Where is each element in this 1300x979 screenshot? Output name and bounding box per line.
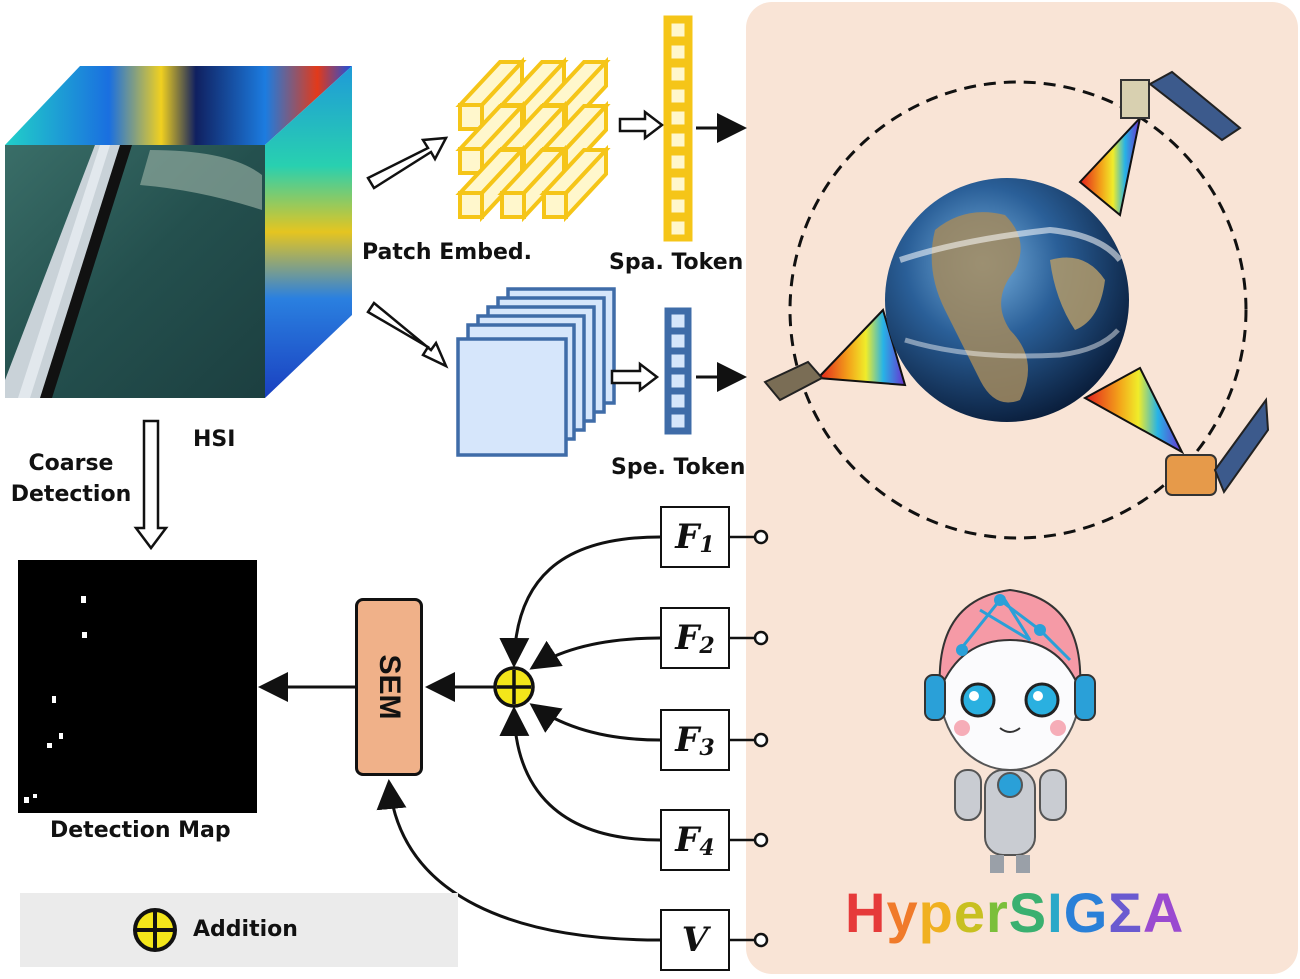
feature-symbol: F [675,720,700,760]
earth-icon [885,178,1129,422]
feature-symbol: F [675,618,700,658]
satellite-icon [1165,397,1270,496]
beam-left [815,308,907,387]
beam-top [1078,114,1142,217]
spectral-stack [456,287,616,457]
detection-map-label: Detection Map [50,818,231,843]
hollow-arrow-spa [618,109,665,141]
hollow-arrow-to-patch [366,136,449,190]
patch-embed-label: Patch Embed. [362,240,532,265]
brand-logo: HyperSIGΣA [845,881,1185,944]
f2-curve [529,636,661,670]
feature-subscript: 3 [699,735,715,761]
satellite-icon [1120,70,1242,142]
beam-bottom [1082,366,1185,455]
addition-label: Addition [193,917,298,942]
addition-icon [493,666,535,708]
legend: Addition [20,893,458,967]
v-curve [376,779,661,942]
feature-symbol: V [681,920,709,960]
orbit-circle [788,80,1248,540]
satellite-icon [763,360,824,402]
addition-icon [133,908,177,952]
right-panel [746,2,1298,974]
feature-symbol: F [675,820,700,860]
coarse-detection-label: Coarse Detection [10,451,132,507]
spa-token-column [663,15,693,242]
hollow-arrow-spe [610,361,660,393]
feature-subscript: 1 [699,532,715,558]
robot-mascot-icon [924,588,1096,873]
feature-box-v: V [660,909,730,971]
spe-token-column [664,307,692,435]
sem-block: SEM [355,598,423,776]
sem-label: SEM [373,654,406,720]
hollow-arrow-to-spectral [366,301,449,369]
f3-curve [529,703,661,742]
hsi-cube-image [5,66,352,398]
patch-embed-cubes [455,56,611,223]
spa-token-label: Spa. Token [609,250,744,275]
hsi-label: HSI [193,427,236,452]
coarse-detection-arrow [133,419,169,551]
feature-subscript: 2 [699,633,715,659]
detection-map-image [18,560,257,813]
feature-pins [730,529,769,948]
feature-subscript: 4 [699,835,715,861]
spe-token-label: Spe. Token [611,455,746,480]
feature-symbol: F [675,517,700,557]
f1-curve [499,535,661,668]
f4-curve [499,706,661,842]
